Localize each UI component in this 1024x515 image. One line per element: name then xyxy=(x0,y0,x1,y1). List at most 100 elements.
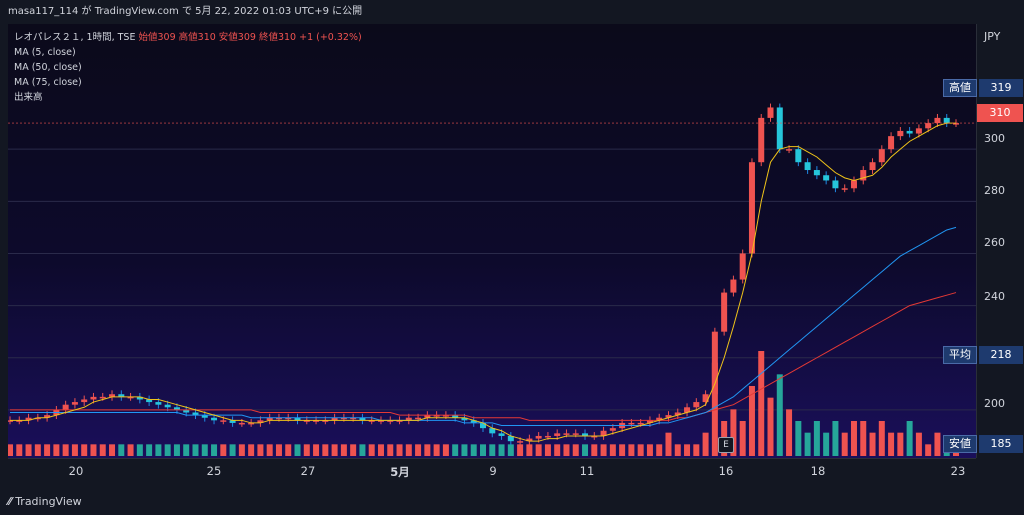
candle-body xyxy=(322,420,329,422)
legend-ma50[interactable]: MA (50, close) xyxy=(14,62,82,73)
volume-bar xyxy=(359,444,366,456)
tradingview-logo-icon[interactable]: ⁄⁄ xyxy=(8,495,12,508)
candle-body xyxy=(71,402,78,405)
candle-body xyxy=(953,123,959,125)
candle-body xyxy=(860,170,867,181)
volume-bar xyxy=(442,444,449,456)
volume-bar xyxy=(869,432,876,456)
volume-bar xyxy=(572,444,579,456)
volume-bar xyxy=(878,421,885,456)
candle-body xyxy=(804,162,811,171)
volume-bar xyxy=(507,444,514,456)
volume-bar xyxy=(850,421,857,456)
volume-bar xyxy=(739,421,746,456)
x-tick-16: 16 xyxy=(718,464,734,478)
attribution-text: masa117_114 が TradingView.com で 5月 22, 2… xyxy=(8,6,363,17)
attribution-bar: masa117_114 が TradingView.com で 5月 22, 2… xyxy=(0,0,1024,24)
candle-body xyxy=(646,420,653,423)
legend-symbol-row: レオパレス２１, 1時間, TSE 始値309 高値310 安値309 終値31… xyxy=(14,30,362,45)
volume-bar xyxy=(275,444,282,456)
volume-bar xyxy=(266,444,273,456)
legend-volume[interactable]: 出来高 xyxy=(14,92,43,103)
volume-bar xyxy=(331,444,338,456)
ma75-line xyxy=(10,292,957,421)
y-tick-280: 280 xyxy=(984,184,1005,197)
volume-bar xyxy=(693,444,700,456)
candle-body xyxy=(748,162,755,254)
volume-bar xyxy=(702,432,709,456)
high-tag-value: 319 xyxy=(979,79,1023,97)
candle-body xyxy=(415,417,422,420)
volume-bar xyxy=(480,444,486,456)
candle-body xyxy=(730,279,737,293)
volume-bar xyxy=(711,362,718,456)
legend-ma75[interactable]: MA (75, close) xyxy=(14,77,82,88)
earnings-badge[interactable]: E xyxy=(718,437,734,453)
candle-body xyxy=(888,136,895,150)
y-tick-200: 200 xyxy=(984,397,1005,410)
avg-tag: 平均 218 xyxy=(937,346,1023,364)
volume-bar xyxy=(248,444,255,456)
volume-bar xyxy=(229,444,236,456)
volume-bar xyxy=(118,444,125,456)
volume-bar xyxy=(313,444,320,456)
legend-ma5[interactable]: MA (5, close) xyxy=(14,47,76,58)
last-price-tag: 310 xyxy=(977,104,1023,122)
candle-body xyxy=(433,415,440,417)
footer-bar: ⁄⁄ TradingView xyxy=(0,488,1024,515)
candle-body xyxy=(795,149,802,163)
volume-bar xyxy=(767,397,774,456)
candle-body xyxy=(340,417,347,420)
volume-bar xyxy=(322,444,329,456)
volume-bar xyxy=(563,444,570,456)
candle-body xyxy=(211,417,218,421)
footer-brand[interactable]: TradingView xyxy=(15,495,82,508)
candle-body xyxy=(90,396,97,400)
volume-bar xyxy=(795,421,802,456)
candle-body xyxy=(711,331,718,395)
volume-bar xyxy=(470,444,477,456)
volume-bar xyxy=(609,444,616,456)
volume-bar xyxy=(804,432,811,456)
volume-bar xyxy=(554,444,561,456)
candle-body xyxy=(572,433,579,435)
candle-body xyxy=(44,415,51,418)
volume-bar xyxy=(303,444,310,456)
volume-bar xyxy=(915,432,922,456)
volume-bar xyxy=(368,444,375,456)
x-tick-23: 23 xyxy=(950,464,966,478)
candle-body xyxy=(498,433,505,436)
ma50-line xyxy=(10,226,957,427)
volume-bar xyxy=(934,432,941,456)
candle-body xyxy=(906,130,913,134)
volume-bar xyxy=(7,444,13,456)
candle-body xyxy=(313,420,320,422)
low-tag-value: 185 xyxy=(979,435,1023,453)
candle-body xyxy=(405,417,412,421)
candle-body xyxy=(943,117,950,124)
candle-body xyxy=(396,420,403,422)
volume-bar xyxy=(452,444,459,456)
y-tick-240: 240 xyxy=(984,290,1005,303)
volume-bar xyxy=(888,432,895,456)
volume-bar xyxy=(136,444,143,456)
chart-pane[interactable] xyxy=(7,24,976,458)
candle-body xyxy=(841,188,848,190)
time-axis[interactable] xyxy=(8,458,976,489)
volume-bar xyxy=(71,444,78,456)
candle-body xyxy=(823,175,830,181)
candle-body xyxy=(813,170,820,176)
candle-body xyxy=(16,420,23,422)
x-tick-11: 11 xyxy=(579,464,595,478)
candle-body xyxy=(155,402,162,405)
candle-body xyxy=(489,428,496,434)
candle-body xyxy=(303,420,310,422)
volume-bar xyxy=(758,351,765,456)
chart-svg xyxy=(7,103,976,456)
volume-bar xyxy=(619,444,626,456)
volume-bar xyxy=(646,444,653,456)
candle-body xyxy=(609,428,616,431)
volume-bar xyxy=(433,444,440,456)
ma5-line xyxy=(10,122,956,442)
volume-bar xyxy=(405,444,412,456)
